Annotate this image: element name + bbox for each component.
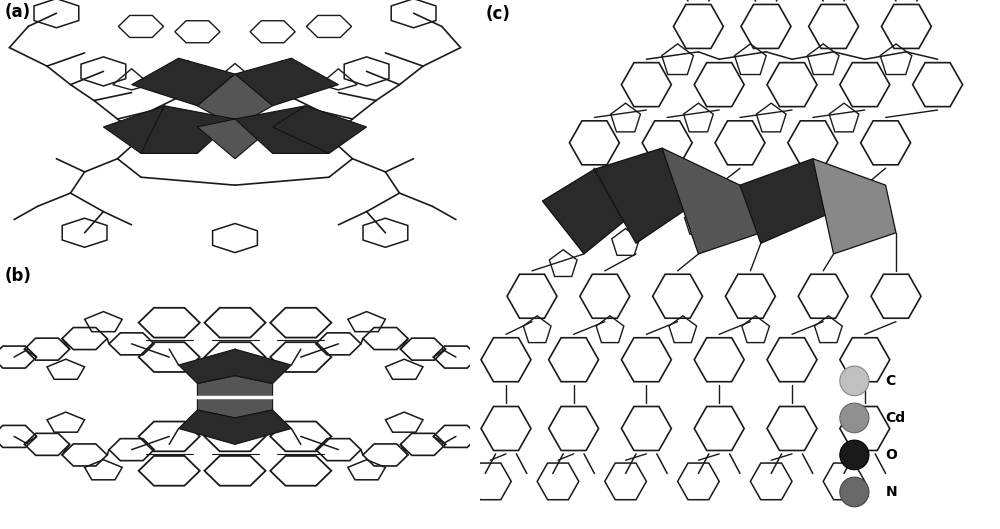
Text: C: C: [886, 374, 896, 388]
Polygon shape: [542, 169, 636, 254]
Circle shape: [840, 403, 869, 433]
Polygon shape: [740, 159, 834, 243]
Polygon shape: [103, 106, 197, 153]
Text: (a): (a): [5, 3, 31, 21]
Polygon shape: [813, 159, 896, 254]
Polygon shape: [197, 119, 273, 159]
Text: (c): (c): [485, 5, 510, 23]
Text: Cd: Cd: [886, 411, 906, 425]
Circle shape: [840, 440, 869, 470]
Polygon shape: [235, 58, 338, 106]
Polygon shape: [179, 410, 291, 444]
Polygon shape: [197, 74, 273, 127]
Polygon shape: [179, 349, 291, 384]
Circle shape: [840, 477, 869, 507]
Polygon shape: [662, 148, 761, 254]
Circle shape: [840, 366, 869, 396]
Polygon shape: [141, 106, 235, 153]
Polygon shape: [197, 376, 273, 418]
Text: O: O: [886, 448, 897, 462]
Text: (b): (b): [5, 267, 32, 285]
Polygon shape: [594, 148, 698, 243]
Polygon shape: [235, 106, 329, 153]
Text: N: N: [886, 485, 897, 499]
Polygon shape: [132, 58, 235, 106]
Polygon shape: [273, 106, 367, 153]
